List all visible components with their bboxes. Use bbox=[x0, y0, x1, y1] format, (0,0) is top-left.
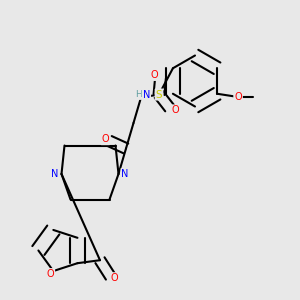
Text: O: O bbox=[234, 92, 242, 102]
Text: O: O bbox=[171, 105, 179, 116]
Text: O: O bbox=[150, 70, 158, 80]
Text: H: H bbox=[135, 90, 141, 99]
Text: N: N bbox=[122, 169, 129, 179]
Text: O: O bbox=[110, 273, 118, 283]
Text: O: O bbox=[101, 134, 109, 144]
Text: S: S bbox=[156, 89, 162, 100]
Text: N: N bbox=[143, 90, 150, 100]
Text: O: O bbox=[46, 269, 54, 279]
Text: N: N bbox=[51, 169, 58, 179]
